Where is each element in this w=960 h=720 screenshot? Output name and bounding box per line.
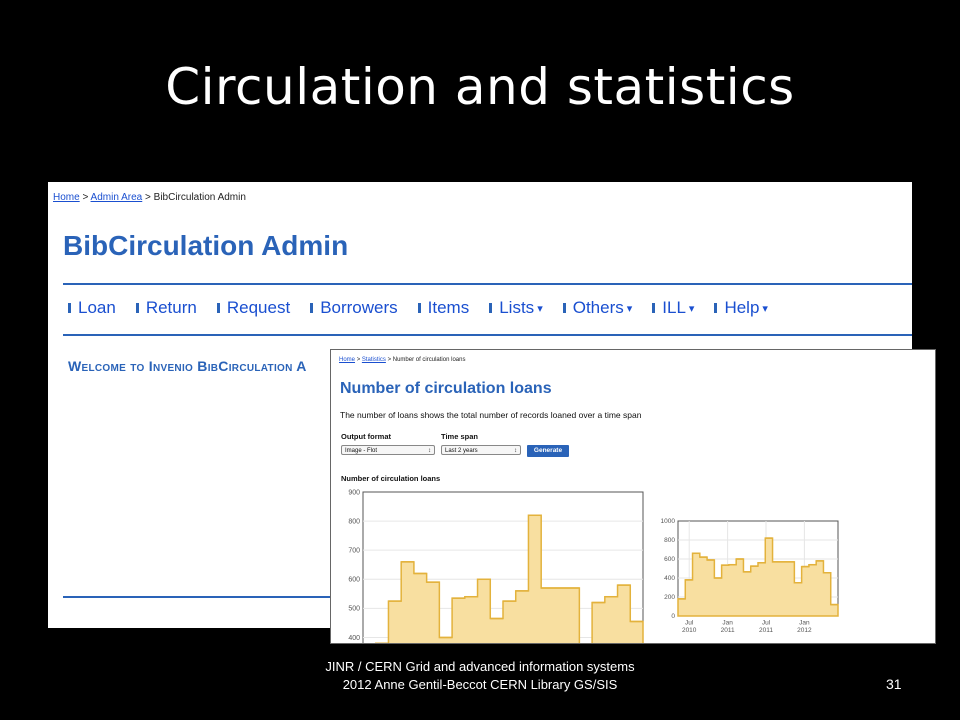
- nav-item-return[interactable]: Return: [135, 298, 197, 318]
- bullet-icon: [652, 303, 656, 313]
- select-arrows-icon: ↕: [514, 448, 517, 454]
- bullet-icon: [562, 303, 566, 313]
- select-arrows-icon: ↕: [428, 448, 431, 454]
- slide-number: 31: [886, 676, 902, 692]
- bullet-icon: [135, 303, 139, 313]
- nav-item-loan[interactable]: Loan: [68, 298, 116, 318]
- output-format-select[interactable]: Image - Flot ↕: [341, 445, 435, 455]
- output-format-value: Image - Flot: [345, 448, 378, 454]
- nav-item-label: Others: [572, 298, 624, 317]
- y-tick-label: 600: [664, 556, 675, 563]
- y-tick-label: 800: [664, 537, 675, 544]
- breadcrumb-separator: >: [145, 192, 151, 203]
- stats-breadcrumb-current: Number of circulation loans: [392, 357, 466, 363]
- bullet-icon: [417, 303, 421, 313]
- y-tick-label: 600: [348, 577, 360, 584]
- y-tick-label: 200: [664, 594, 675, 601]
- bullet-icon: [489, 303, 493, 313]
- breadcrumb-separator: >: [82, 192, 89, 203]
- statistics-screenshot: Home > Statistics > Number of circulatio…: [330, 349, 936, 644]
- nav-item-lists[interactable]: Lists ▾: [489, 298, 543, 318]
- footer-divider: [63, 596, 343, 598]
- y-tick-label: 1000: [661, 518, 676, 525]
- nav-item-label: Lists: [499, 298, 535, 317]
- x-tick-label: Jul 2011: [759, 620, 773, 635]
- time-span-select[interactable]: Last 2 years ↕: [441, 445, 521, 455]
- output-format-label: Output format: [341, 432, 391, 441]
- nav-item-label: Help: [724, 298, 760, 317]
- nav-item-label: Loan: [78, 298, 116, 317]
- breadcrumb-admin-area-link[interactable]: Admin Area: [90, 192, 143, 203]
- bullet-icon: [216, 303, 220, 313]
- welcome-heading: Welcome to Invenio BibCirculation A: [68, 358, 307, 374]
- y-tick-label: 800: [348, 518, 360, 525]
- time-span-value: Last 2 years: [445, 448, 478, 454]
- stats-breadcrumb: Home > Statistics > Number of circulatio…: [339, 357, 465, 363]
- menu-divider: [63, 334, 912, 336]
- bullet-icon: [68, 303, 71, 313]
- y-tick-label: 400: [664, 575, 675, 582]
- y-tick-label: 500: [348, 606, 360, 613]
- admin-menu-bar: Loan Return Request Borrowers Items Lists ▾ Oth…: [68, 298, 788, 318]
- y-tick-label: 400: [348, 635, 360, 642]
- chevron-down-icon: ▾: [762, 302, 768, 315]
- y-tick-label: 0: [671, 613, 675, 620]
- stats-breadcrumb-home-link[interactable]: Home: [339, 357, 356, 363]
- time-span-label: Time span: [441, 432, 478, 441]
- bullet-icon: [310, 303, 314, 313]
- nav-item-help[interactable]: Help ▾: [714, 298, 768, 318]
- breadcrumb-home-link[interactable]: Home: [53, 192, 80, 203]
- x-tick-label: Jan 2011: [721, 620, 735, 635]
- stats-description: The number of loans shows the total numb…: [340, 410, 642, 420]
- chevron-down-icon: ▾: [537, 302, 543, 315]
- breadcrumb-separator: >: [356, 357, 361, 363]
- nav-item-label: Items: [427, 298, 470, 317]
- x-tick-label: Jan 2012: [797, 620, 812, 635]
- nav-item-label: Borrowers: [320, 298, 398, 317]
- chart-heading: Number of circulation loans: [341, 474, 441, 483]
- breadcrumb-current: BibCirculation Admin: [153, 192, 246, 203]
- stats-page-title: Number of circulation loans: [340, 380, 552, 397]
- stats-breadcrumb-statistics-link[interactable]: Statistics: [361, 357, 386, 363]
- nav-item-request[interactable]: Request: [216, 298, 291, 318]
- slide-title: Circulation and statistics: [165, 58, 795, 116]
- title-divider: [63, 283, 912, 285]
- loans-chart-large: 900 800 700 600 500 400: [348, 489, 644, 643]
- loans-chart-small: 1000 800 600 400 200 0 Jul 2010 Jan 2011 Jul 2011 Ja…: [661, 518, 839, 635]
- bullet-icon: [714, 303, 718, 313]
- nav-item-label: Return: [145, 298, 197, 317]
- nav-item-others[interactable]: Others ▾: [562, 298, 633, 318]
- breadcrumb: Home > Admin Area > BibCirculation Admin: [53, 192, 246, 203]
- breadcrumb-separator: >: [387, 357, 392, 363]
- y-tick-label: 900: [348, 489, 360, 496]
- nav-item-ill[interactable]: ILL ▾: [652, 298, 694, 318]
- nav-item-borrowers[interactable]: Borrowers: [310, 298, 398, 318]
- nav-item-items[interactable]: Items: [417, 298, 470, 318]
- chevron-down-icon: ▾: [626, 302, 633, 315]
- x-tick-label: Jul 2010: [682, 620, 697, 635]
- slide-footer: JINR / CERN Grid and advanced informatio…: [325, 659, 635, 692]
- nav-item-label: Request: [226, 298, 291, 317]
- y-tick-label: 700: [348, 548, 360, 555]
- generate-button[interactable]: Generate: [527, 445, 569, 457]
- chevron-down-icon: ▾: [688, 302, 695, 315]
- page-title: BibCirculation Admin: [63, 230, 349, 261]
- nav-item-label: ILL: [662, 298, 686, 317]
